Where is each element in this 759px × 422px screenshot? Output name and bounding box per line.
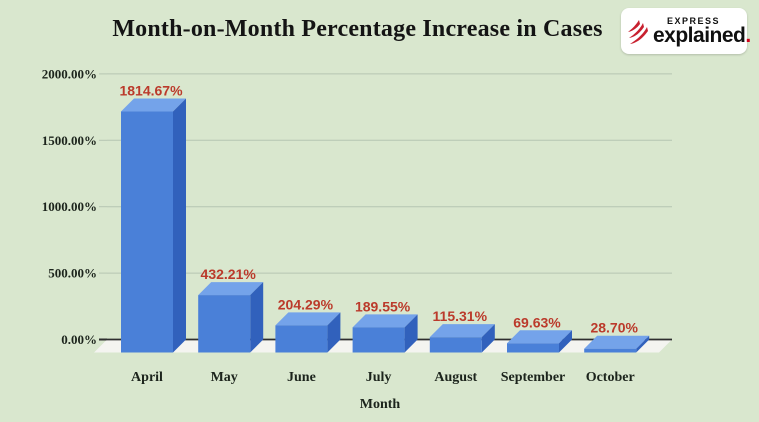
logo-dot: . <box>745 24 751 48</box>
value-label-july: 189.55% <box>355 298 411 314</box>
value-label-august: 115.31% <box>433 308 488 324</box>
bar-front-face-august <box>429 337 482 353</box>
bar-october <box>584 335 650 353</box>
bar-front-face-september <box>507 343 559 353</box>
bar-top-face-june <box>275 312 341 326</box>
bar-side-face-july <box>404 314 418 353</box>
bar-top-face-august <box>429 324 495 338</box>
logo-explained-label: explained. <box>653 24 751 48</box>
value-label-september: 69.63% <box>513 314 561 330</box>
value-label-october: 28.70% <box>590 320 638 336</box>
bar-top-face-october <box>584 335 650 349</box>
bar-april <box>121 98 186 353</box>
logo-express-label: EXPRESS <box>667 16 721 27</box>
y-axis-label-500.00%: 500.00% <box>48 266 97 281</box>
bar-side-face-may <box>250 282 264 353</box>
bar-july <box>352 314 418 353</box>
x-axis-title: Month <box>360 397 401 412</box>
bar-top-face-july <box>352 314 418 328</box>
bar-front-face-july <box>352 327 405 353</box>
y-axis-label-0.00%: 0.00% <box>61 332 97 347</box>
y-axis-label-1000.00%: 1000.00% <box>42 199 97 214</box>
x-axis-label-may: May <box>211 370 238 385</box>
bar-september <box>507 330 572 353</box>
bar-june <box>275 312 341 353</box>
y-axis-label-1500.00%: 1500.00% <box>42 133 97 148</box>
bar-front-face-june <box>275 325 328 353</box>
express-explained-logo: EXPRESS explained. <box>621 8 751 54</box>
value-label-may: 432.21% <box>201 266 257 282</box>
bar-top-face-april <box>121 98 186 112</box>
bar-side-face-april <box>173 98 186 353</box>
x-axis-label-october: October <box>586 370 635 385</box>
bar-side-face-october <box>636 335 650 353</box>
logo-explained-text: explained <box>653 24 746 48</box>
bar-side-face-june <box>327 312 341 353</box>
chart-title: Month-on-Month Percentage Increase in Ca… <box>112 16 603 42</box>
x-axis-label-july: July <box>366 370 392 385</box>
bar-front-face-april <box>121 111 173 353</box>
bar-top-face-may <box>198 282 264 296</box>
bar-top-face-september <box>507 330 572 344</box>
bar-front-face-october <box>584 348 637 353</box>
bar-side-face-september <box>559 330 572 353</box>
bar-may <box>198 282 264 353</box>
x-axis-label-september: September <box>501 370 566 385</box>
express-feather-icon <box>628 20 648 44</box>
bar-august <box>429 324 495 353</box>
x-axis-label-august: August <box>434 370 477 385</box>
bar-side-face-august <box>481 324 495 353</box>
y-axis-label-2000.00%: 2000.00% <box>42 66 97 81</box>
bar-front-face-may <box>198 295 251 353</box>
x-axis-label-june: June <box>287 370 316 385</box>
x-axis-label-april: April <box>131 370 163 385</box>
value-label-june: 204.29% <box>278 296 334 312</box>
value-label-april: 1814.67% <box>119 83 183 99</box>
